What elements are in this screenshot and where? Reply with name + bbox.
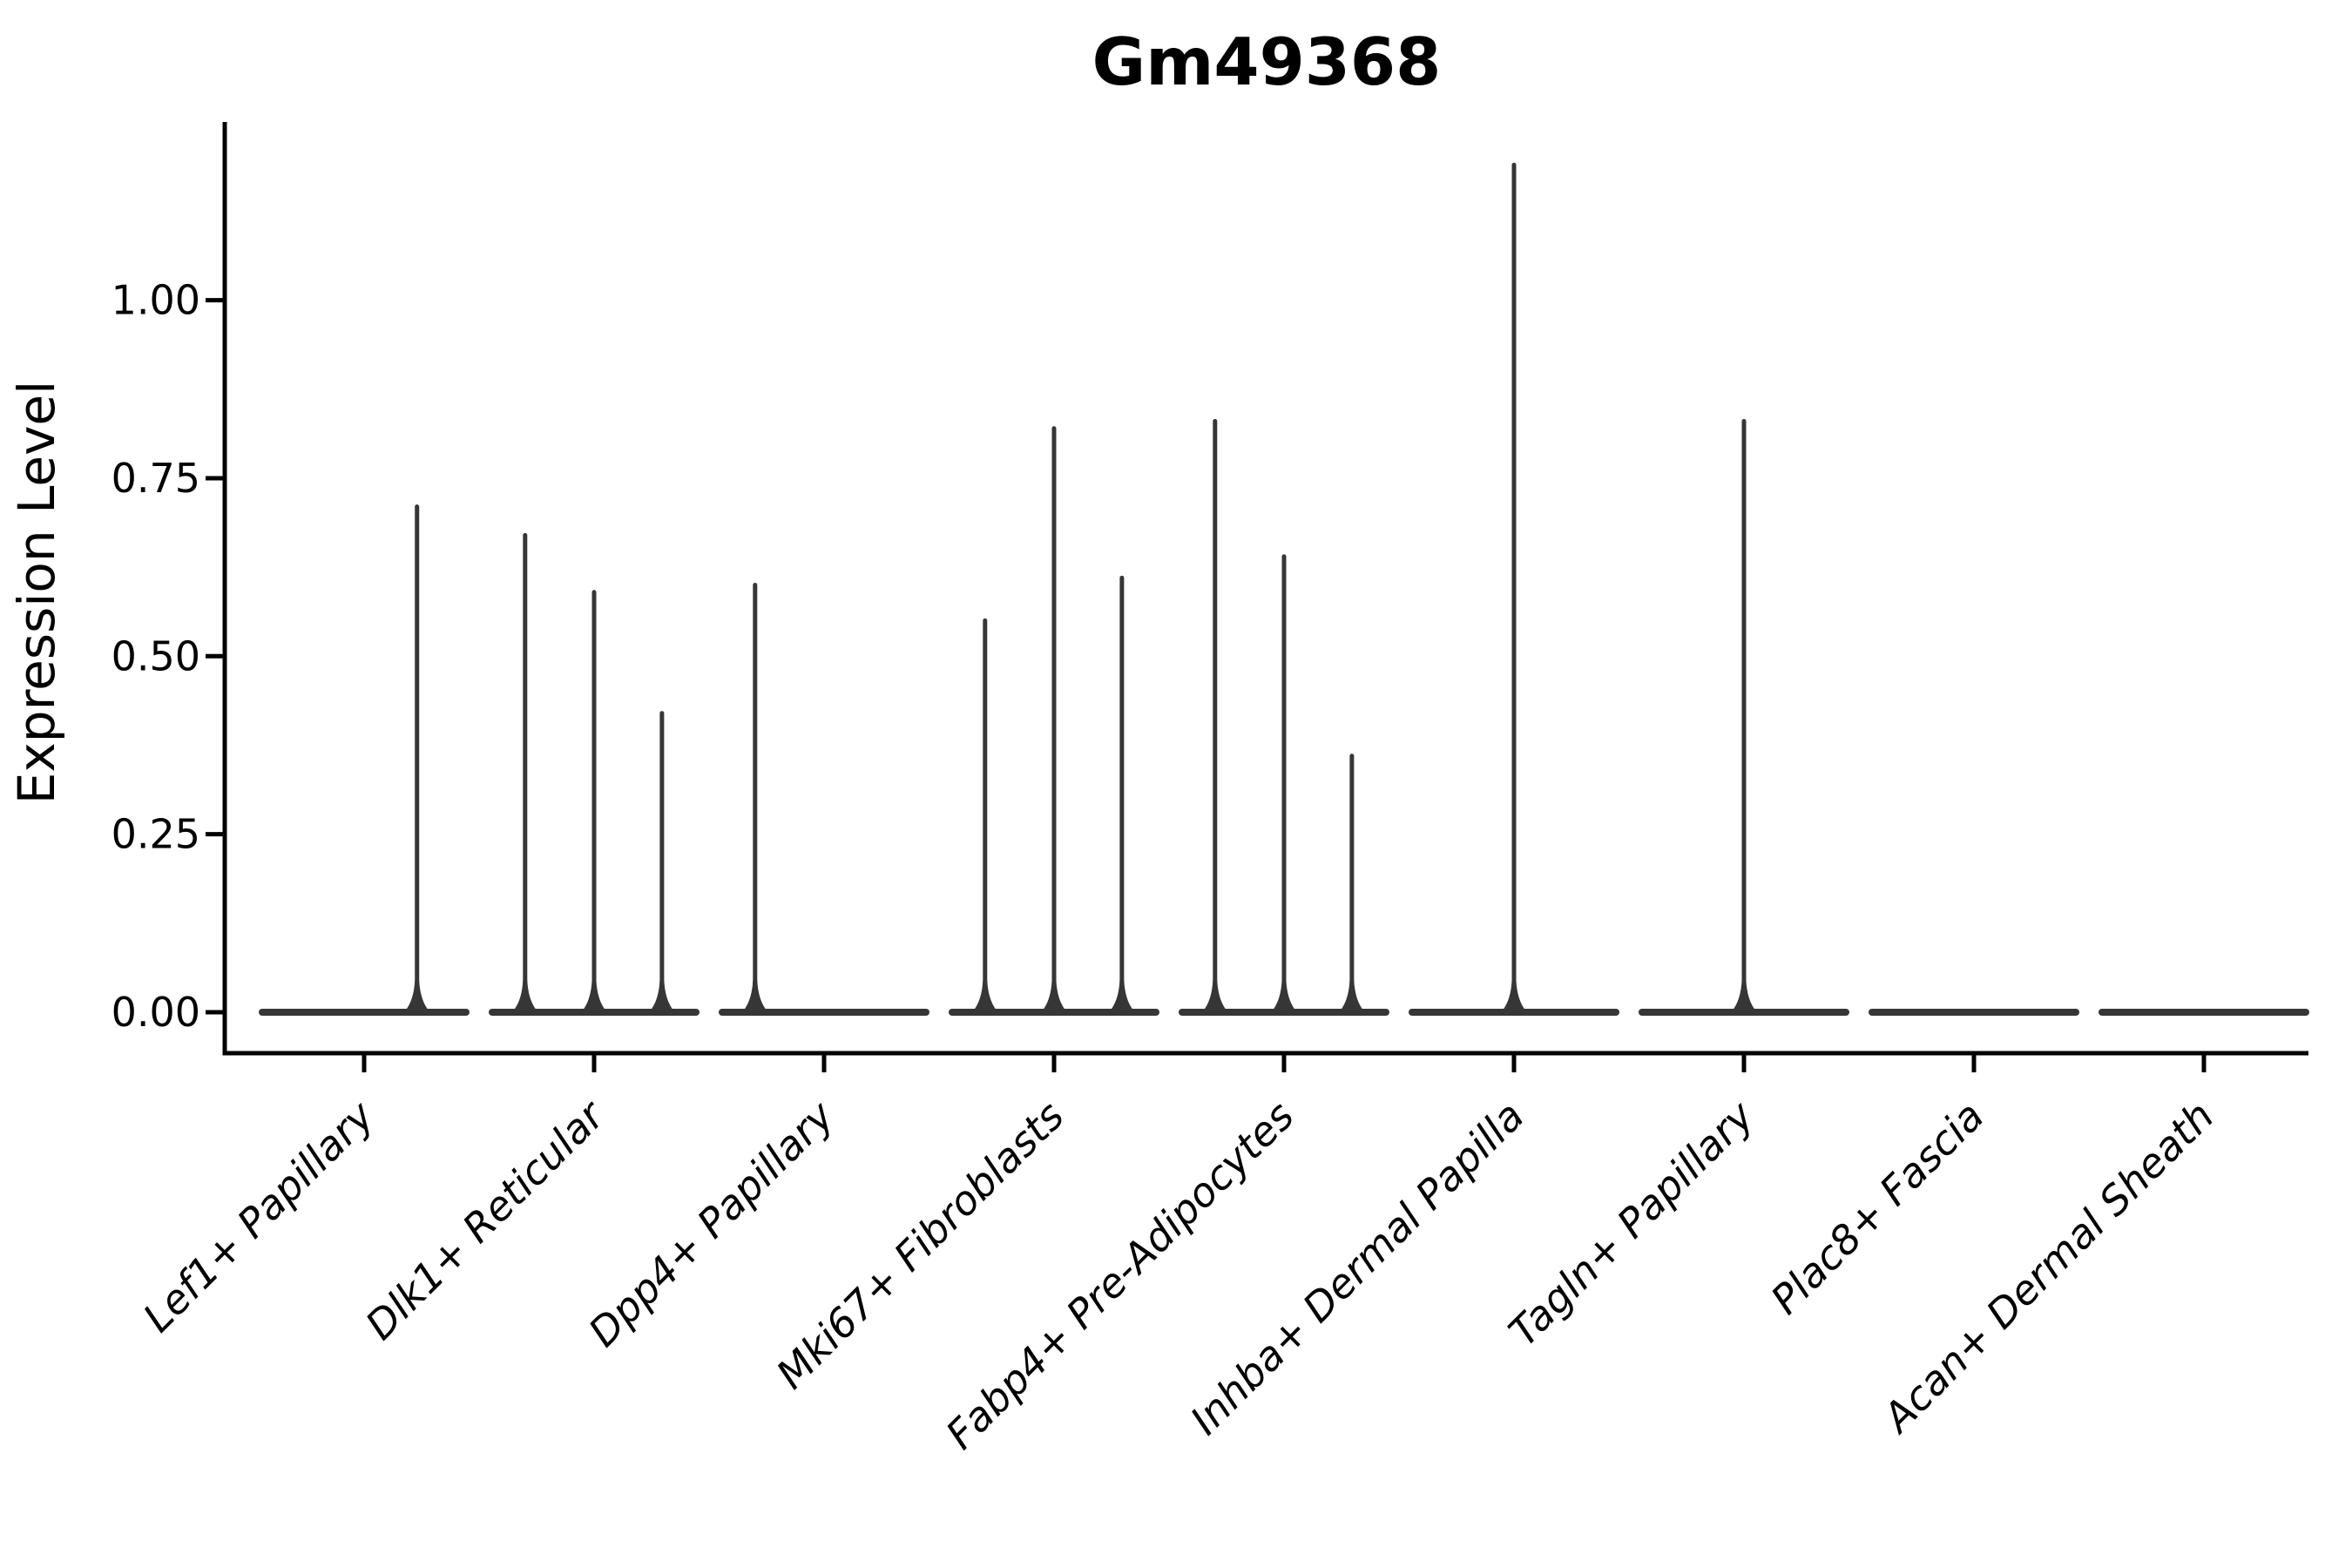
chart-title: Gm49368 (1092, 24, 1442, 100)
x-tick-label: Plac8+ Fascia (1761, 1092, 1992, 1323)
violin-baseline (259, 1009, 470, 1016)
y-axis: 0.00 0.25 0.50 0.75 1.00 (112, 277, 225, 1036)
violin (489, 532, 700, 1016)
violin-baseline (719, 1009, 929, 1016)
y-tick-label: 0.50 (112, 632, 200, 679)
x-tick-label: Tagln+ Papillary (1499, 1092, 1763, 1355)
y-axis-label: Expression Level (7, 381, 66, 804)
y-tick-label: 0.00 (112, 989, 200, 1036)
violins-group (259, 162, 2309, 1016)
y-tick-label: 0.25 (112, 811, 200, 858)
violin (1869, 1009, 2079, 1016)
violin (949, 426, 1159, 1016)
y-tick-label: 0.75 (112, 455, 200, 502)
x-tick-label: Dpp4+ Papillary (579, 1092, 843, 1355)
violin (1179, 419, 1389, 1016)
violin (2099, 1009, 2309, 1016)
violin-baseline (2099, 1009, 2309, 1016)
x-tick-label: Dlk1+ Reticular (356, 1090, 615, 1348)
violin (1409, 162, 1619, 1016)
x-tick-label: Lef1+ Papillary (134, 1092, 383, 1341)
violin-baseline (1869, 1009, 2079, 1016)
violin (259, 504, 470, 1016)
y-tick-label: 1.00 (112, 277, 200, 324)
violin (1639, 419, 1849, 1016)
violin (719, 583, 929, 1016)
